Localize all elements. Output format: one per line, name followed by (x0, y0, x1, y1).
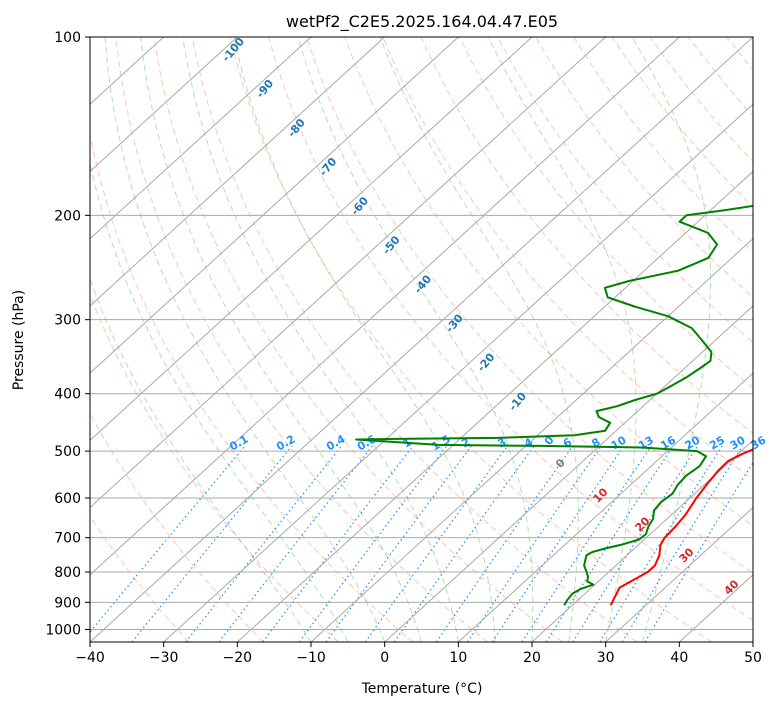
dry-adiabat (90, 412, 264, 642)
moist-adiabat (297, 37, 534, 642)
mixing-ratio-line (90, 445, 246, 633)
dewpoint-line (355, 204, 753, 606)
x-tick-label: 40 (670, 650, 688, 666)
isotherm (163, 103, 753, 642)
isotherm (90, 37, 312, 240)
y-tick-label: 1000 (45, 622, 81, 638)
temperature-line (609, 448, 753, 606)
dry-adiabat (382, 37, 753, 481)
x-tick-label: −40 (75, 650, 105, 666)
isotherm (752, 641, 753, 642)
mixing-ratio-line (545, 445, 674, 642)
moist-adiabat (104, 37, 386, 642)
x-tick-label: −10 (296, 650, 326, 666)
y-axis-label: Pressure (hPa) (11, 290, 27, 390)
moist-adiabat (631, 37, 711, 642)
isotherm (457, 372, 753, 642)
x-tick-label: 20 (523, 650, 541, 666)
y-tick-label: 700 (54, 531, 81, 547)
moist-adiabat (90, 160, 349, 642)
moist-adiabat (140, 37, 422, 642)
mixing-ratio-line (572, 445, 699, 642)
y-tick-label: 600 (54, 491, 81, 507)
mixing-ratio-line (491, 445, 625, 642)
y-tick-label: 500 (54, 444, 81, 460)
isotherm (384, 305, 753, 642)
isotherm (90, 37, 386, 307)
y-tick-label: 800 (54, 565, 81, 581)
dry-adiabat (765, 37, 775, 642)
mixing-ratio-line (644, 461, 753, 642)
background-lines (90, 37, 775, 642)
isotherm (310, 237, 753, 642)
isotherm (90, 37, 680, 576)
moist-adiabat (182, 37, 459, 642)
dry-adiabat (153, 37, 563, 642)
sounding-profiles (355, 204, 753, 606)
y-tick-label: 200 (54, 208, 81, 224)
x-tick-label: −20 (223, 650, 253, 666)
moist-adiabat (233, 37, 496, 642)
plot-frame (89, 36, 754, 643)
dry-adiabat (90, 293, 339, 642)
mixing-ratio-line (599, 445, 723, 642)
axes: −40 −30 −20 −10 0 10 20 30 40 50 100 200 300 400 500 60… (45, 30, 762, 666)
x-tick-label: 0 (380, 650, 389, 666)
mixing-ratio-line (262, 445, 414, 642)
y-tick-label: 300 (54, 313, 81, 329)
y-tick-label: 900 (54, 595, 81, 611)
mixing-ratio-line (298, 445, 448, 642)
isotherm (90, 37, 533, 442)
dry-adiabat (306, 37, 753, 574)
x-tick-label: 10 (449, 650, 467, 666)
y-tick-label: 400 (54, 387, 81, 403)
x-axis-label: Temperature (°C) (361, 681, 483, 697)
mixing-ratio-line (393, 445, 535, 642)
x-tick-label: 30 (597, 650, 615, 666)
dry-adiabat (191, 37, 638, 642)
dry-adiabat (90, 515, 190, 642)
mixing-ratio-line (621, 445, 744, 642)
x-tick-label: −30 (149, 650, 179, 666)
moist-adiabat (379, 37, 579, 642)
isotherm (236, 170, 753, 642)
chart-title: wetPf2_C2E5.2025.164.04.47.E05 (286, 12, 558, 32)
dry-adiabat (115, 37, 488, 642)
isotherm (90, 37, 238, 173)
mixing-ratio-line (521, 445, 652, 642)
dry-adiabat (496, 37, 753, 344)
isotherm (605, 506, 753, 642)
y-tick-label: 100 (54, 30, 81, 46)
dry-adiabat (535, 37, 753, 298)
dry-adiabat (90, 131, 414, 642)
isotherm (90, 37, 607, 509)
dry-adiabat (268, 37, 753, 622)
isotherm (90, 37, 459, 374)
isotherm (531, 439, 753, 642)
isotherm (90, 37, 753, 642)
x-tick-label: 50 (744, 650, 762, 666)
